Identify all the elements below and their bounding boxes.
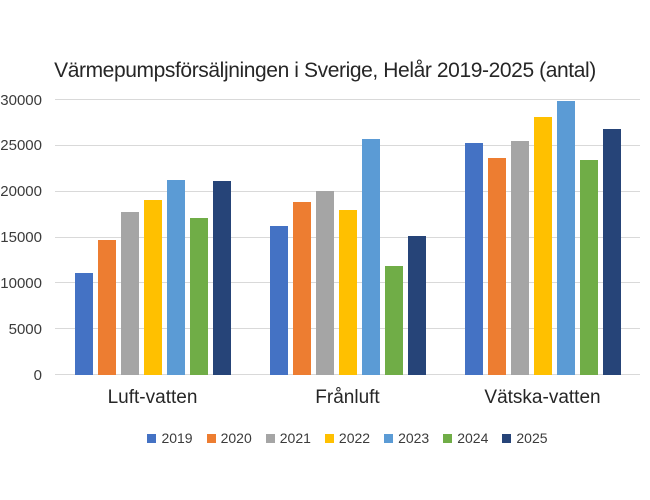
bar-2021-fr-nluft xyxy=(315,190,334,375)
legend-label-2023: 2023 xyxy=(398,430,430,446)
bar-2020-fr-nluft xyxy=(292,201,311,375)
bar-2024-v-tska-vatten xyxy=(579,159,598,375)
legend-item-2021: 2021 xyxy=(265,430,311,446)
bar-2019-luft-vatten xyxy=(74,273,93,375)
legend-swatch-2021 xyxy=(265,433,275,443)
bar-group-luft-vatten xyxy=(55,100,250,375)
y-tick-label-20000: 20000 xyxy=(0,183,42,201)
bar-2024-fr-nluft xyxy=(384,265,403,375)
legend-label-2024: 2024 xyxy=(457,430,489,446)
y-tick-label-25000: 25000 xyxy=(0,137,42,155)
bar-group-fr-nluft xyxy=(250,100,445,375)
bar-group-v-tska-vatten xyxy=(445,100,640,375)
legend-swatch-2022 xyxy=(324,433,334,443)
gridline-25000 xyxy=(55,144,640,146)
bar-2023-fr-nluft xyxy=(361,138,380,375)
x-axis-labels: Luft-vatten Frånluft Vätska-vatten xyxy=(55,387,640,409)
bar-2024-luft-vatten xyxy=(189,218,208,375)
legend-item-2024: 2024 xyxy=(443,430,488,446)
bar-2025-fr-nluft xyxy=(407,235,426,375)
legend-label-2020: 2020 xyxy=(220,430,252,446)
bar-2022-v-tska-vatten xyxy=(533,117,552,375)
legend-label-2022: 2022 xyxy=(338,430,371,446)
x-axis-label-v-tska-vatten: Vätska-vatten xyxy=(484,387,601,408)
y-tick-label-0: 0 xyxy=(33,366,42,384)
legend-swatch-2024 xyxy=(443,433,453,443)
bar-2020-v-tska-vatten xyxy=(487,157,506,375)
legend-swatch-2023 xyxy=(384,433,394,443)
gridline-20000 xyxy=(55,190,640,192)
y-tick-label-10000: 10000 xyxy=(0,274,42,292)
x-axis-label-fr-nluft: Frånluft xyxy=(315,387,380,408)
legend-swatch-2025 xyxy=(502,433,512,443)
bar-2025-luft-vatten xyxy=(212,180,231,375)
bar-groups xyxy=(55,100,640,375)
legend-item-2025: 2025 xyxy=(502,430,548,446)
legend-swatch-2020 xyxy=(206,433,216,443)
bar-2022-luft-vatten xyxy=(143,199,162,375)
bar-2020-luft-vatten xyxy=(97,240,116,375)
legend-item-2020: 2020 xyxy=(206,430,252,446)
bar-2022-fr-nluft xyxy=(338,210,357,375)
legend-item-2022: 2022 xyxy=(324,430,371,446)
plot-area xyxy=(55,99,640,375)
bar-2019-v-tska-vatten xyxy=(464,143,483,375)
y-tick-label-15000: 15000 xyxy=(0,229,42,246)
bar-2019-fr-nluft xyxy=(269,225,288,375)
legend-item-2023: 2023 xyxy=(384,430,429,446)
bar-2023-v-tska-vatten xyxy=(556,100,575,375)
bar-2021-v-tska-vatten xyxy=(510,141,529,375)
legend-item-2019: 2019 xyxy=(147,430,193,446)
y-tick-label-30000: 30000 xyxy=(0,91,42,109)
chart-title: Värmepumpsförsäljningen i Sverige, Helår… xyxy=(54,59,596,82)
y-tick-label-5000: 5000 xyxy=(8,320,42,338)
legend: 2019 2020 2021 2022 2023 2024 2025 xyxy=(55,430,640,446)
legend-label-2021: 2021 xyxy=(279,430,311,446)
bar-2023-luft-vatten xyxy=(166,179,185,375)
gridline-30000 xyxy=(55,99,640,100)
legend-label-2025: 2025 xyxy=(516,430,548,446)
x-axis-label-luft-vatten: Luft-vatten xyxy=(107,387,198,408)
bar-2025-v-tska-vatten xyxy=(602,129,621,375)
legend-swatch-2019 xyxy=(147,433,157,443)
bar-2021-luft-vatten xyxy=(120,211,139,375)
legend-label-2019: 2019 xyxy=(161,430,193,446)
